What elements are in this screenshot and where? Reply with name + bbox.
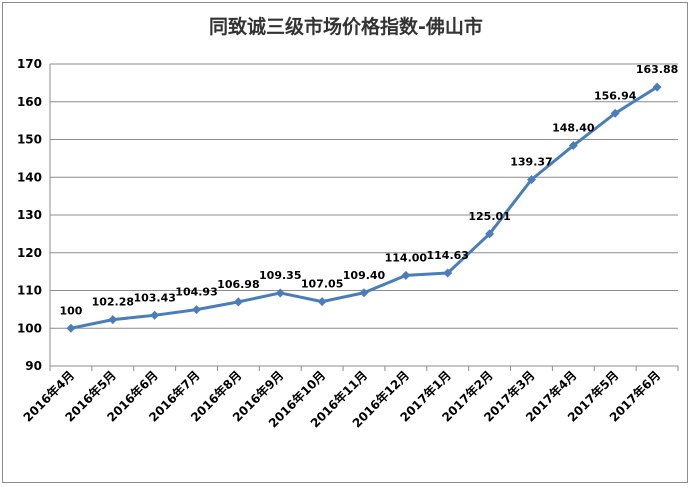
data-point — [485, 229, 495, 239]
data-label: 107.05 — [301, 278, 343, 291]
data-label: 163.88 — [636, 63, 678, 76]
data-label: 106.98 — [217, 278, 259, 291]
data-label: 102.28 — [92, 296, 134, 309]
data-label: 148.40 — [552, 122, 595, 135]
y-tick-label: 110 — [17, 284, 42, 298]
chart-frame — [2, 2, 688, 483]
data-point — [568, 141, 578, 151]
data-label: 114.63 — [427, 249, 469, 262]
data-point — [359, 288, 369, 298]
y-tick-label: 170 — [17, 57, 42, 71]
data-label: 104.93 — [175, 286, 217, 299]
data-label: 156.94 — [594, 89, 637, 102]
data-point — [401, 270, 411, 280]
data-point — [652, 82, 662, 92]
data-label: 125.01 — [468, 210, 510, 223]
data-point — [275, 288, 285, 298]
y-tick-label: 100 — [17, 321, 42, 335]
data-point — [610, 108, 620, 118]
y-tick-label: 150 — [17, 133, 42, 147]
chart-title: 同致诚三级市场价格指数-佛山市 — [209, 16, 483, 38]
data-label: 100 — [59, 304, 82, 317]
data-point — [443, 268, 453, 278]
y-tick-label: 130 — [17, 208, 42, 222]
data-point — [150, 310, 160, 320]
data-point — [66, 323, 76, 333]
data-label: 114.00 — [385, 251, 428, 264]
data-label: 109.40 — [343, 269, 386, 282]
data-point — [526, 175, 536, 185]
y-tick-label: 120 — [17, 246, 42, 260]
data-label: 103.43 — [133, 291, 175, 304]
data-label: 139.37 — [510, 156, 552, 169]
data-point — [317, 297, 327, 307]
data-point — [108, 315, 118, 325]
y-tick-label: 160 — [17, 95, 42, 109]
data-point — [192, 305, 202, 315]
y-tick-label: 90 — [25, 359, 42, 373]
data-point — [233, 297, 243, 307]
y-tick-label: 140 — [17, 170, 42, 184]
data-label: 109.35 — [259, 269, 301, 282]
